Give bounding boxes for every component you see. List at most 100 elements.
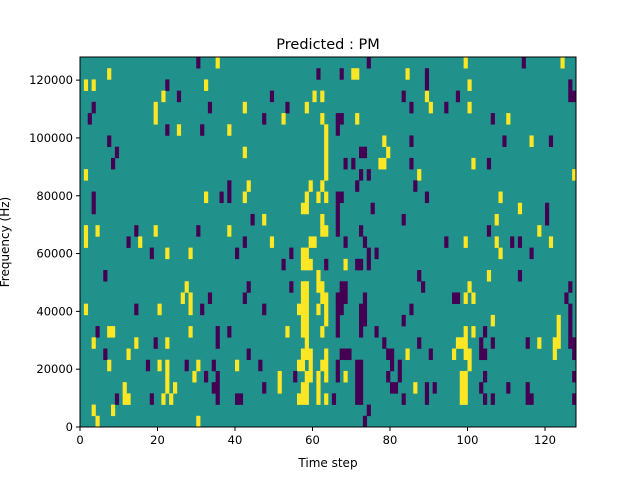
heatmap-cell-high bbox=[300, 382, 306, 394]
heatmap-cell-low bbox=[382, 337, 387, 349]
heatmap-cell-high bbox=[304, 382, 309, 394]
heatmap-cell-low bbox=[339, 292, 344, 304]
heatmap-cell-high bbox=[351, 68, 356, 80]
heatmap-cell-low bbox=[568, 314, 573, 327]
heatmap-cell-high bbox=[126, 348, 131, 361]
heatmap-cell-high bbox=[196, 415, 201, 428]
heatmap-cell-high bbox=[320, 326, 325, 338]
heatmap-cell-low bbox=[91, 191, 96, 204]
heatmap-cell-low bbox=[393, 382, 399, 394]
heatmap-cell-low bbox=[362, 146, 368, 159]
heatmap-cell-low bbox=[351, 157, 356, 170]
heatmap-cell-high bbox=[161, 393, 166, 405]
heatmap-cell-low bbox=[149, 247, 154, 260]
heatmap-cell-low bbox=[316, 68, 321, 80]
heatmap-cell-low bbox=[486, 225, 492, 237]
heatmap-cell-high bbox=[165, 247, 170, 260]
heatmap-cell-low bbox=[362, 236, 368, 248]
heatmap-cell-high bbox=[490, 314, 495, 327]
heatmap-cell-low bbox=[452, 292, 457, 304]
heatmap-cell-high bbox=[552, 337, 557, 349]
heatmap-cell-high bbox=[320, 90, 325, 103]
heatmap-cell-low bbox=[568, 90, 573, 103]
heatmap-cell-high bbox=[215, 57, 220, 69]
heatmap-cell-low bbox=[409, 157, 414, 170]
heatmap-cell-high bbox=[83, 303, 89, 316]
heatmap-cell-low bbox=[227, 326, 232, 338]
heatmap-cell-low bbox=[227, 180, 232, 192]
heatmap-cell-high bbox=[277, 382, 282, 394]
heatmap-cell-high bbox=[428, 101, 433, 114]
heatmap-cell-high bbox=[269, 236, 275, 248]
heatmap-cell-high bbox=[188, 292, 193, 304]
axes-frame bbox=[79, 56, 577, 428]
heatmap-cell-low bbox=[238, 393, 244, 405]
heatmap-cell-high bbox=[176, 124, 182, 136]
heatmap-cell-low bbox=[359, 225, 364, 237]
heatmap-cell-high bbox=[300, 258, 306, 271]
heatmap-cell-high bbox=[452, 348, 457, 361]
heatmap-cell-high bbox=[157, 359, 162, 372]
heatmap-cell-high bbox=[552, 348, 557, 361]
heatmap-cell-low bbox=[490, 337, 495, 349]
heatmap-cell-high bbox=[165, 382, 170, 394]
heatmap-cell-high bbox=[297, 359, 302, 372]
heatmap-cell-high bbox=[382, 135, 387, 147]
y-tick-label: 40000 bbox=[36, 304, 73, 318]
heatmap-cell-low bbox=[211, 359, 216, 372]
heatmap-cell-low bbox=[215, 337, 220, 349]
heatmap-cell-high bbox=[382, 157, 387, 170]
heatmap-cell-high bbox=[91, 404, 96, 417]
heatmap-cell-low bbox=[359, 258, 364, 271]
heatmap-cell-high bbox=[378, 157, 383, 170]
heatmap-cell-low bbox=[207, 101, 213, 114]
heatmap-cell-low bbox=[149, 393, 154, 405]
heatmap-cell-low bbox=[339, 68, 344, 80]
heatmap-cell-high bbox=[300, 303, 306, 316]
heatmap-cell-low bbox=[91, 202, 96, 215]
heatmap-cell-high bbox=[343, 258, 348, 271]
heatmap-cell-high bbox=[324, 124, 329, 136]
heatmap-cell-low bbox=[289, 247, 294, 260]
heatmap-cell-high bbox=[304, 314, 309, 327]
heatmap-cell-low bbox=[215, 393, 220, 405]
heatmap-cell-high bbox=[153, 101, 158, 114]
heatmap-cell-low bbox=[215, 326, 220, 338]
heatmap-cell-low bbox=[572, 90, 577, 103]
heatmap-cell-low bbox=[483, 370, 488, 383]
heatmap-cell-high bbox=[459, 337, 464, 349]
heatmap-cell-low bbox=[374, 247, 379, 260]
heatmap-cell-high bbox=[246, 180, 251, 192]
heatmap-cell-high bbox=[300, 202, 306, 215]
heatmap-cell-low bbox=[421, 281, 426, 293]
heatmap-cell-low bbox=[525, 382, 530, 394]
heatmap-cell-low bbox=[521, 57, 526, 69]
heatmap-cell-high bbox=[463, 348, 468, 361]
heatmap-cell-low bbox=[483, 326, 488, 338]
heatmap-cell-low bbox=[335, 303, 340, 316]
heatmap-cell-high bbox=[320, 113, 325, 125]
heatmap-cell-low bbox=[335, 225, 340, 237]
heatmap-cell-low bbox=[246, 348, 251, 361]
heatmap-cell-low bbox=[211, 382, 216, 394]
heatmap-cell-high bbox=[424, 90, 430, 103]
heatmap-cell-low bbox=[359, 169, 364, 181]
heatmap-cell-high bbox=[153, 225, 158, 237]
heatmap-cell-high bbox=[180, 292, 185, 304]
heatmap-cell-high bbox=[316, 370, 321, 383]
heatmap-cell-low bbox=[335, 191, 340, 204]
heatmap-cell-high bbox=[548, 236, 554, 248]
heatmap-cell-high bbox=[304, 101, 309, 114]
heatmap-cell-high bbox=[537, 337, 542, 349]
heatmap-cell-low bbox=[390, 382, 395, 394]
heatmap-cell-high bbox=[312, 236, 317, 248]
x-tick-label: 40 bbox=[228, 433, 243, 447]
heatmap-cell-low bbox=[343, 348, 348, 361]
heatmap-cell-low bbox=[335, 326, 340, 338]
heatmap-cell-low bbox=[483, 393, 488, 405]
heatmap-cell-low bbox=[200, 124, 205, 136]
heatmap-cell-low bbox=[432, 382, 437, 394]
heatmap-cell-high bbox=[324, 359, 329, 372]
heatmap-cell-high bbox=[320, 281, 325, 293]
